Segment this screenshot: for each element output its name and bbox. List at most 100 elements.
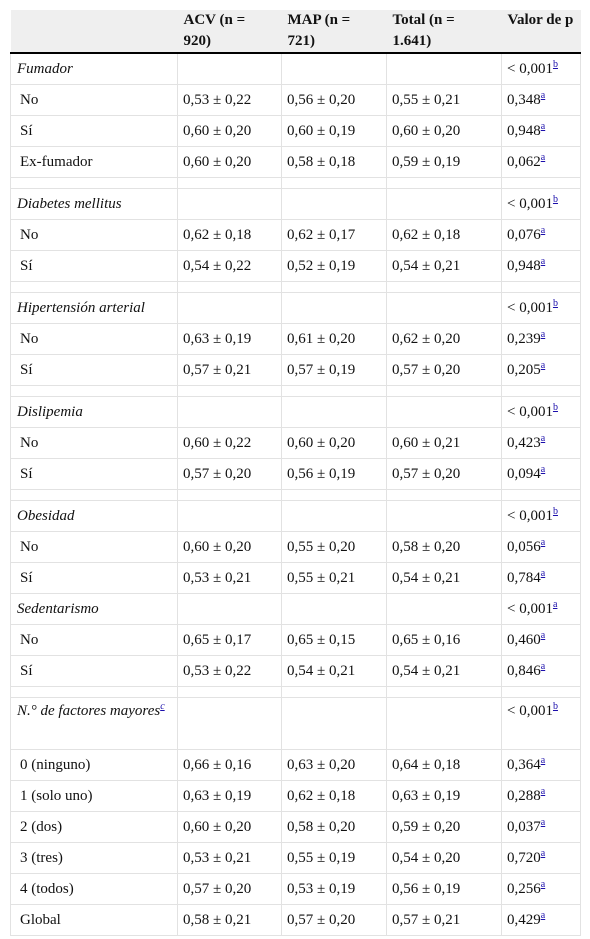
spacer-cell — [177, 177, 282, 189]
footnote-link[interactable]: b — [552, 298, 558, 309]
spacer-cell — [281, 385, 387, 397]
group-label: Hipertensión arterial — [17, 300, 145, 316]
value-cell: 0,52 ± 0,19 — [281, 250, 387, 282]
row-label: No — [10, 531, 178, 563]
group-label: Obesidad — [17, 508, 75, 524]
data-row: 4 (todos) 0,57 ± 0,20 0,53 ± 0,19 0,56 ± 0,… — [10, 873, 581, 905]
spacer-cell — [386, 686, 502, 698]
data-row: Sí 0,54 ± 0,22 0,52 ± 0,19 0,54 ± 0,21 0,948… — [10, 250, 581, 282]
p-value-cell: 0,037a — [501, 811, 581, 843]
value-cell: 0,57 ± 0,21 — [386, 904, 502, 936]
footnote-link[interactable]: a — [540, 848, 546, 859]
spacer-cell — [10, 489, 178, 501]
value-cell: 0,54 ± 0,21 — [386, 250, 502, 282]
footnote-link[interactable]: a — [540, 225, 546, 236]
footnote-link[interactable]: b — [552, 402, 558, 413]
value-cell: 0,53 ± 0,19 — [281, 873, 387, 905]
footnote-marker: a — [541, 433, 545, 444]
footnote-link[interactable]: a — [540, 910, 546, 921]
footnote-link[interactable]: a — [540, 433, 546, 444]
footnote-marker: a — [541, 630, 545, 641]
group-row: Obesidad < 0,001b — [10, 500, 581, 532]
footnote-link[interactable]: c — [160, 701, 165, 712]
group-label-cell: Sedentarismo — [10, 593, 178, 625]
p-value: 0,948 — [507, 258, 541, 274]
footnote-link[interactable]: b — [552, 194, 558, 205]
footnote-link[interactable]: a — [552, 599, 558, 610]
p-value-cell: 0,720a — [501, 842, 581, 874]
data-row: 2 (dos) 0,60 ± 0,20 0,58 ± 0,20 0,59 ± 0,20… — [10, 811, 581, 843]
p-value-cell: 0,948a — [501, 250, 581, 282]
footnote-link[interactable]: a — [540, 90, 546, 101]
empty-cell — [386, 52, 502, 85]
row-label: No — [10, 323, 178, 355]
data-row: No 0,60 ± 0,20 0,55 ± 0,20 0,58 ± 0,20 0,056… — [10, 531, 581, 563]
footnote-link[interactable]: a — [540, 786, 546, 797]
footnote-link[interactable]: a — [540, 464, 546, 475]
value-cell: 0,54 ± 0,21 — [386, 655, 502, 687]
empty-cell — [386, 500, 502, 532]
footnote-link[interactable]: a — [540, 879, 546, 890]
footnote-marker: a — [541, 755, 545, 766]
footnote-link[interactable]: a — [540, 152, 546, 163]
value-cell: 0,54 ± 0,21 — [281, 655, 387, 687]
value-cell: 0,55 ± 0,19 — [281, 842, 387, 874]
footnote-link[interactable]: a — [540, 661, 546, 672]
p-value-cell: 0,256a — [501, 873, 581, 905]
value-cell: 0,53 ± 0,21 — [177, 562, 282, 594]
spacer-row — [10, 385, 581, 397]
footnote-link[interactable]: a — [540, 360, 546, 371]
value-cell: 0,60 ± 0,22 — [177, 427, 282, 459]
value-cell: 0,57 ± 0,19 — [281, 354, 387, 386]
footnote-link[interactable]: a — [540, 568, 546, 579]
footnote-link[interactable]: b — [552, 59, 558, 70]
spacer-cell — [281, 489, 387, 501]
footnote-link[interactable]: b — [552, 701, 558, 712]
group-label-cell: Diabetes mellitus — [10, 188, 178, 220]
data-row: Ex-fumador 0,60 ± 0,20 0,58 ± 0,18 0,59 ± 0… — [10, 146, 581, 178]
footnote-link[interactable]: a — [540, 755, 546, 766]
footnote-link[interactable]: a — [540, 817, 546, 828]
row-label: Sí — [10, 115, 178, 147]
p-value-cell: 0,846a — [501, 655, 581, 687]
empty-cell — [386, 396, 502, 428]
row-label: Sí — [10, 562, 178, 594]
footnote-link[interactable]: a — [540, 121, 546, 132]
value-cell: 0,60 ± 0,20 — [177, 115, 282, 147]
p-value: 0,364 — [507, 757, 541, 773]
footnote-marker: a — [541, 152, 545, 163]
p-value-cell: 0,429a — [501, 904, 581, 936]
p-value-cell: 0,056a — [501, 531, 581, 563]
value-cell: 0,60 ± 0,20 — [177, 531, 282, 563]
footnote-link[interactable]: a — [540, 329, 546, 340]
footnote-link[interactable]: a — [540, 630, 546, 641]
footnote-marker: a — [553, 599, 557, 610]
data-row: No 0,65 ± 0,17 0,65 ± 0,15 0,65 ± 0,16 0,460… — [10, 624, 581, 656]
value-cell: 0,62 ± 0,18 — [177, 219, 282, 251]
footnote-marker: c — [160, 701, 164, 712]
data-row: Global 0,58 ± 0,21 0,57 ± 0,20 0,57 ± 0,21 0… — [10, 904, 581, 936]
p-value: 0,429 — [507, 912, 541, 928]
group-label: Dislipemia — [17, 404, 83, 420]
group-row: Sedentarismo < 0,001a — [10, 593, 581, 625]
p-value-cell: 0,460a — [501, 624, 581, 656]
row-label: Ex-fumador — [10, 146, 178, 178]
value-cell: 0,60 ± 0,20 — [281, 427, 387, 459]
spacer-cell — [10, 281, 178, 293]
footnote-link[interactable]: b — [552, 506, 558, 517]
spacer-cell — [281, 281, 387, 293]
empty-cell — [177, 396, 282, 428]
footnote-link[interactable]: a — [540, 256, 546, 267]
group-label: N.° de factores mayores — [17, 703, 161, 719]
spacer-cell — [501, 177, 581, 189]
data-row: No 0,60 ± 0,22 0,60 ± 0,20 0,60 ± 0,21 0,423… — [10, 427, 581, 459]
footnote-link[interactable]: a — [540, 537, 546, 548]
value-cell: 0,61 ± 0,20 — [281, 323, 387, 355]
row-label: Sí — [10, 354, 178, 386]
data-table: ACV (n = 920) MAP (n = 721) Total (n = 1… — [10, 10, 581, 936]
value-cell: 0,59 ± 0,20 — [386, 811, 502, 843]
empty-cell — [177, 52, 282, 85]
p-value-cell: < 0,001a — [501, 593, 581, 625]
group-label-cell: N.° de factores mayoresc — [10, 697, 178, 750]
empty-cell — [177, 188, 282, 220]
